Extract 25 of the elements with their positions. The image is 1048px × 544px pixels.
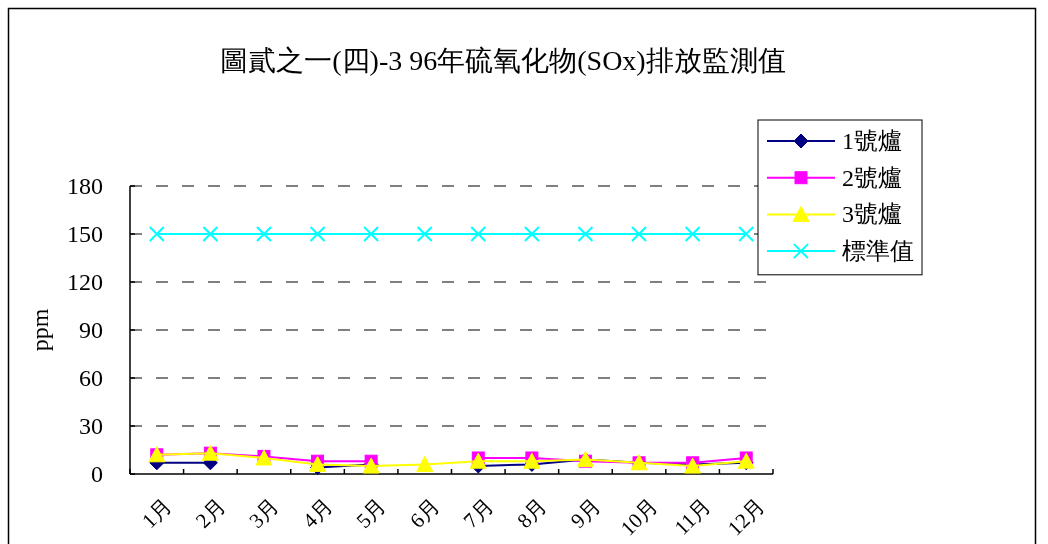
x-tick-label: 8月 [512, 493, 552, 533]
x-tick-label: 11月 [669, 493, 716, 540]
x-tick-label: 5月 [351, 493, 391, 533]
y-tick-label: 30 [79, 413, 103, 439]
y-axis-title: ppm [27, 308, 53, 352]
x-tick-label: 9月 [565, 493, 606, 533]
y-tick-label: 180 [67, 173, 103, 199]
legend-label: 標準值 [842, 238, 914, 265]
legend-label: 2號爐 [842, 164, 902, 191]
x-tick-label: 6月 [405, 493, 445, 533]
y-tick-label: 150 [67, 221, 103, 247]
y-tick-label: 60 [79, 365, 103, 391]
legend-label: 3號爐 [842, 201, 902, 228]
y-tick-label: 0 [91, 461, 103, 487]
chart-title: 圖貳之一(四)-3 96年硫氧化物(SOx)排放監測值 [220, 45, 786, 76]
x-tick-label: 12月 [722, 493, 770, 541]
x-tick-label: 4月 [297, 493, 338, 533]
x-tick-label: 10月 [615, 493, 663, 541]
x-tick-label: 3月 [244, 493, 284, 533]
legend-label: 1號爐 [842, 128, 902, 154]
y-tick-label: 90 [79, 317, 103, 343]
x-tick-label: 2月 [190, 493, 230, 533]
x-tick-label: 1月 [137, 493, 177, 533]
y-tick-label: 120 [67, 269, 103, 295]
x-tick-label: 7月 [458, 493, 498, 533]
